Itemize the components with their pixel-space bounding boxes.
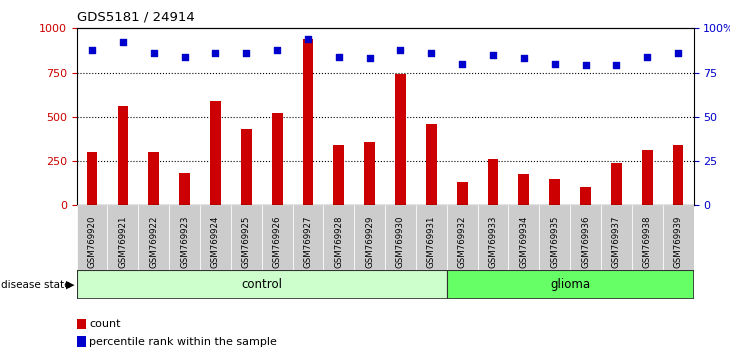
Text: GSM769923: GSM769923 bbox=[180, 215, 189, 268]
Point bbox=[272, 47, 283, 52]
Bar bbox=[580, 187, 591, 205]
Text: GSM769936: GSM769936 bbox=[581, 215, 590, 268]
Point bbox=[364, 56, 375, 61]
Bar bbox=[447, 205, 477, 271]
Bar bbox=[231, 205, 261, 271]
Text: GSM769937: GSM769937 bbox=[612, 215, 621, 268]
Bar bbox=[200, 205, 231, 271]
Text: disease state: disease state bbox=[1, 280, 71, 290]
Point bbox=[148, 50, 160, 56]
Point bbox=[549, 61, 561, 67]
Point bbox=[240, 50, 252, 56]
Text: GSM769933: GSM769933 bbox=[488, 215, 498, 268]
Text: GSM769928: GSM769928 bbox=[334, 215, 343, 268]
Bar bbox=[509, 205, 539, 271]
Point bbox=[395, 47, 407, 52]
Text: GSM769931: GSM769931 bbox=[427, 215, 436, 268]
Bar bbox=[107, 205, 138, 271]
Point bbox=[642, 54, 653, 59]
Bar bbox=[138, 205, 169, 271]
Bar bbox=[457, 182, 468, 205]
Text: GDS5181 / 24914: GDS5181 / 24914 bbox=[77, 11, 194, 24]
Text: glioma: glioma bbox=[550, 278, 590, 291]
Bar bbox=[395, 74, 406, 205]
Bar bbox=[447, 270, 694, 299]
Point bbox=[86, 47, 98, 52]
Bar bbox=[549, 179, 560, 205]
Bar bbox=[385, 205, 416, 271]
Bar bbox=[334, 145, 345, 205]
Bar bbox=[77, 319, 86, 329]
Bar bbox=[518, 175, 529, 205]
Text: GSM769932: GSM769932 bbox=[458, 215, 466, 268]
Text: GSM769925: GSM769925 bbox=[242, 215, 251, 268]
Point bbox=[456, 61, 468, 67]
Text: control: control bbox=[241, 278, 283, 291]
Bar bbox=[642, 150, 653, 205]
Point bbox=[580, 63, 591, 68]
Bar bbox=[364, 142, 375, 205]
Bar bbox=[601, 205, 631, 271]
Text: GSM769934: GSM769934 bbox=[519, 215, 529, 268]
Text: GSM769938: GSM769938 bbox=[642, 215, 652, 268]
Bar bbox=[302, 39, 313, 205]
Text: ▶: ▶ bbox=[66, 280, 74, 290]
Text: count: count bbox=[89, 319, 121, 329]
Bar bbox=[148, 152, 159, 205]
Point bbox=[672, 50, 684, 56]
Bar bbox=[672, 145, 683, 205]
Bar bbox=[262, 205, 293, 271]
Bar bbox=[77, 336, 86, 347]
Text: GSM769924: GSM769924 bbox=[211, 215, 220, 268]
Text: GSM769935: GSM769935 bbox=[550, 215, 559, 268]
Text: GSM769929: GSM769929 bbox=[365, 215, 374, 268]
Point bbox=[333, 54, 345, 59]
Bar bbox=[354, 205, 385, 271]
Bar bbox=[477, 205, 508, 271]
Text: GSM769920: GSM769920 bbox=[88, 215, 96, 268]
Text: GSM769922: GSM769922 bbox=[149, 215, 158, 268]
Bar bbox=[272, 113, 283, 205]
Bar bbox=[77, 270, 447, 299]
Text: GSM769939: GSM769939 bbox=[674, 215, 683, 268]
Point bbox=[518, 56, 530, 61]
Point bbox=[426, 50, 437, 56]
Point bbox=[117, 40, 128, 45]
Point bbox=[210, 50, 221, 56]
Text: GSM769927: GSM769927 bbox=[304, 215, 312, 268]
Text: percentile rank within the sample: percentile rank within the sample bbox=[89, 337, 277, 347]
Bar bbox=[77, 205, 107, 271]
Point bbox=[487, 52, 499, 58]
Point bbox=[179, 54, 191, 59]
Text: GSM769921: GSM769921 bbox=[118, 215, 128, 268]
Bar bbox=[293, 205, 323, 271]
Bar bbox=[631, 205, 663, 271]
Bar bbox=[570, 205, 601, 271]
Bar bbox=[611, 163, 622, 205]
Point bbox=[610, 63, 622, 68]
Bar bbox=[663, 205, 694, 271]
Bar bbox=[118, 106, 128, 205]
Bar bbox=[539, 205, 570, 271]
Bar bbox=[87, 152, 98, 205]
Point bbox=[302, 36, 314, 42]
Text: GSM769926: GSM769926 bbox=[272, 215, 282, 268]
Bar bbox=[241, 129, 252, 205]
Bar bbox=[179, 172, 190, 205]
Bar bbox=[416, 205, 447, 271]
Bar bbox=[323, 205, 354, 271]
Bar bbox=[210, 101, 221, 205]
Bar bbox=[488, 159, 499, 205]
Bar bbox=[426, 124, 437, 205]
Bar bbox=[169, 205, 200, 271]
Text: GSM769930: GSM769930 bbox=[396, 215, 405, 268]
